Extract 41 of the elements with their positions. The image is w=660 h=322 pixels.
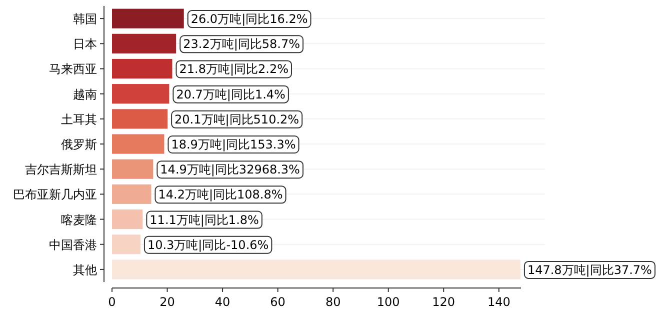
data-label: 14.9万吨|同比32968.3%	[160, 162, 300, 177]
x-tick-label: 0	[108, 295, 116, 309]
y-tick-label: 韩国	[73, 12, 97, 26]
bar	[112, 159, 154, 179]
x-tick-label: 60	[270, 295, 286, 309]
bar	[112, 84, 170, 104]
data-label: 23.2万吨|同比58.7%	[183, 37, 300, 52]
bar	[112, 260, 520, 280]
data-label: 147.8万吨|同比37.7%	[527, 262, 652, 277]
y-tick-label: 中国香港	[49, 238, 97, 252]
x-tick-label: 40	[214, 295, 230, 309]
y-tick-label: 喀麦隆	[61, 212, 97, 227]
bar	[112, 184, 152, 204]
y-tick-label: 越南	[73, 87, 97, 102]
data-label: 20.7万吨|同比1.4%	[176, 87, 286, 102]
bar	[112, 58, 172, 79]
data-label: 10.3万吨|同比-10.6%	[147, 238, 269, 252]
x-tick-label: 120	[432, 295, 456, 309]
data-label: 11.1万吨|同比1.8%	[150, 212, 259, 227]
y-tick-label: 巴布亚新几内亚	[13, 188, 97, 202]
bar	[112, 34, 176, 54]
x-tick-label: 100	[376, 295, 400, 309]
data-label: 20.1万吨|同比510.2%	[174, 112, 300, 126]
x-tick-label: 140	[487, 295, 510, 309]
y-tick-label: 俄罗斯	[61, 138, 97, 152]
bar	[112, 109, 168, 129]
bar	[112, 234, 140, 254]
y-tick-label: 日本	[73, 37, 97, 52]
y-tick-label: 其他	[73, 262, 97, 277]
y-tick-label: 马来西亚	[49, 62, 97, 76]
data-label: 26.0万吨|同比16.2%	[190, 12, 308, 26]
y-tick-label: 吉尔吉斯斯坦	[25, 162, 97, 177]
bar	[112, 8, 184, 28]
data-label: 21.8万吨|同比2.2%	[179, 62, 288, 76]
bar	[112, 134, 164, 154]
y-tick-label: 土耳其	[61, 112, 97, 126]
bar	[112, 209, 143, 230]
data-label: 18.9万吨|同比153.3%	[171, 138, 296, 152]
data-label: 14.2万吨|同比108.8%	[158, 188, 283, 202]
x-tick-label: 80	[325, 295, 341, 309]
x-tick-label: 20	[160, 295, 175, 309]
